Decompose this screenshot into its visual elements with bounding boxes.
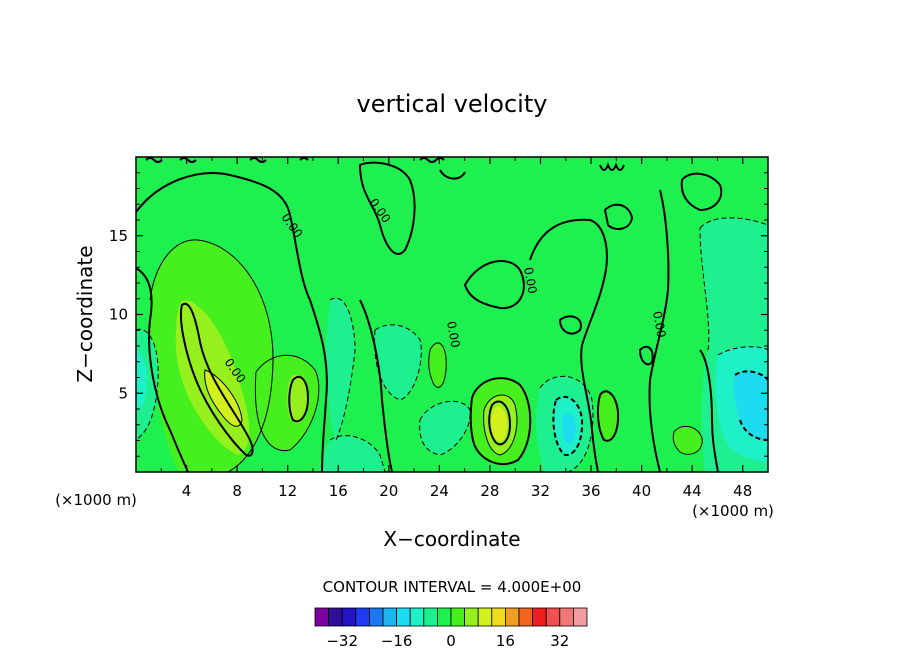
- contour-line-zero: [596, 390, 620, 442]
- contour-line-positive: [149, 239, 274, 472]
- contour-interval-label: CONTOUR INTERVAL = 4.000E+00: [323, 578, 582, 596]
- contour-line-positive: [672, 425, 703, 455]
- y-tick-label: 10: [109, 306, 128, 324]
- x-tick-label: 40: [632, 482, 651, 500]
- contour-fill-negative: [322, 435, 385, 472]
- colorbar-swatch: [518, 607, 534, 627]
- colorbar-swatch: [559, 607, 574, 627]
- y-tick-label: 5: [118, 384, 128, 402]
- colorbar-tick-label: 16: [496, 632, 515, 650]
- y-tick-label: 15: [109, 227, 128, 245]
- contour-line-zero: [136, 267, 189, 472]
- colorbar-swatch: [423, 607, 438, 627]
- x-tick-label: 8: [232, 482, 242, 500]
- contour-line-positive: [428, 342, 447, 388]
- contour-line-negative: [374, 324, 422, 401]
- contour-line-zero: [180, 302, 254, 457]
- contour-line-zero: [680, 172, 723, 212]
- x-tick-label: 28: [480, 482, 499, 500]
- contour-line-negative: [552, 395, 584, 456]
- contour-fill-negative: [136, 350, 147, 410]
- x-unit-right: (×1000 m): [692, 502, 774, 520]
- contour-line-negative: [419, 400, 471, 456]
- colorbar: −32 −16 0 16 32: [314, 607, 588, 650]
- contour-line-zero: [288, 375, 310, 423]
- contour-line-negative: [717, 346, 768, 356]
- colorbar-swatch: [532, 607, 547, 627]
- contour-line-zero: [488, 400, 512, 446]
- colorbar-tick-label: 0: [446, 632, 456, 650]
- contour-line-positive: [254, 354, 320, 452]
- contour-label: 0.00: [650, 310, 668, 339]
- contour-line-negative: [329, 297, 356, 441]
- colorbar-tick-label: −16: [381, 632, 413, 650]
- y-axis: 5 10 15: [109, 172, 768, 457]
- contour-fill-positive: [287, 374, 307, 424]
- contour-line-negative: [136, 328, 159, 441]
- contour-fill-positive: [597, 390, 619, 442]
- contour-line-positive: [483, 394, 518, 456]
- colorbar-swatch: [382, 607, 398, 627]
- contour-label: 0.00: [444, 320, 462, 349]
- y-axis-label: Z−coordinate: [73, 245, 97, 382]
- contour-fill-negative: [374, 324, 422, 400]
- contour-fill-positive: [673, 426, 703, 455]
- contour-line-negative: [699, 227, 710, 351]
- colorbar-swatch: [396, 607, 411, 627]
- colorbar-swatch: [477, 607, 493, 627]
- contour-line-zero: [136, 172, 328, 472]
- colorbar-swatch: [368, 607, 384, 627]
- colorbar-swatch: [409, 607, 425, 627]
- contour-fill-positive: [490, 406, 507, 442]
- contour-line-zero: [145, 157, 625, 180]
- x-tick-label: 20: [379, 482, 398, 500]
- colorbar-swatch: [491, 607, 506, 627]
- contour-line-zero: [359, 299, 393, 472]
- colorbar-swatch: [450, 607, 466, 627]
- x-tick-label: 44: [683, 482, 702, 500]
- contour-fill-negative: [326, 298, 355, 440]
- colorbar-swatch: [573, 607, 588, 627]
- contour-line-negative: [734, 370, 768, 441]
- x-tick-label: 36: [581, 482, 600, 500]
- x-axis: 4 8 12 16 20 24 28 32 36 40 44 48: [160, 157, 752, 500]
- colorbar-swatch: [464, 607, 479, 627]
- contour-fill-positive: [428, 342, 447, 388]
- contour-line-negative: [329, 435, 386, 472]
- colorbar-swatch: [328, 607, 343, 627]
- colorbar-swatch: [504, 607, 520, 627]
- contour-line-zero: [463, 260, 525, 310]
- contour-line-positive: [204, 369, 243, 427]
- x-tick-label: 24: [430, 482, 449, 500]
- x-unit-left: (×1000 m): [55, 491, 137, 509]
- colorbar-swatch: [341, 607, 357, 627]
- contour-line-zero: [648, 189, 670, 472]
- x-tick-label: 12: [278, 482, 297, 500]
- colorbar-tick-label: 32: [550, 632, 569, 650]
- contour-lines: [136, 157, 768, 472]
- x-tick-label: 4: [182, 482, 192, 500]
- colorbar-swatch: [545, 607, 561, 627]
- colorbar-swatch: [355, 607, 370, 627]
- contour-line-zero: [469, 377, 532, 465]
- contour-line-zero: [358, 161, 416, 255]
- colorbar-swatch: [314, 607, 330, 627]
- contour-line-negative: [539, 375, 594, 472]
- x-axis-label: X−coordinate: [383, 527, 520, 551]
- chart-title: vertical velocity: [357, 90, 548, 118]
- contour-fill-negative: [562, 413, 576, 444]
- contour-label: 0.00: [521, 266, 539, 295]
- colorbar-swatch: [436, 607, 452, 627]
- contour-fill-negative: [733, 371, 768, 440]
- x-tick-label: 16: [329, 482, 348, 500]
- x-tick-label: 32: [531, 482, 550, 500]
- x-tick-label: 48: [733, 482, 752, 500]
- contour-line-zero: [558, 203, 654, 366]
- contour-fill-negative: [419, 401, 471, 455]
- contour-line-zero: [699, 349, 719, 472]
- plot-area: [136, 157, 768, 472]
- colorbar-tick-label: −32: [326, 632, 358, 650]
